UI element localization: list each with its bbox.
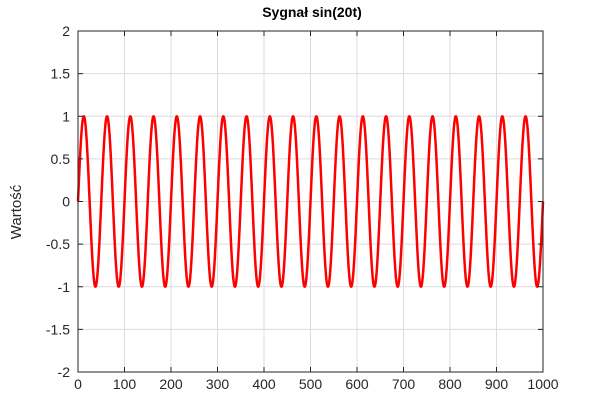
y-axis-label: Wartość (8, 184, 25, 239)
y-tick-label: -2 (58, 364, 71, 380)
x-tick-label: 900 (485, 376, 509, 392)
x-tick-label: 800 (438, 376, 462, 392)
y-tick-label: -1 (58, 279, 71, 295)
y-tick-label: 0 (62, 194, 70, 210)
x-tick-label: 1000 (527, 376, 558, 392)
y-tick-label: -0.5 (46, 236, 70, 252)
x-tick-label: 700 (392, 376, 416, 392)
y-tick-label: 2 (62, 23, 70, 39)
y-tick-label: 1 (62, 108, 70, 124)
x-tick-label: 0 (74, 376, 82, 392)
ticks: 0 100 200 300 400 500 600 700 800 900 1000 2 1.5 1 0.5… (46, 23, 559, 392)
x-tick-label: 200 (159, 376, 183, 392)
series-line (76, 115, 545, 288)
x-tick-label: 500 (299, 376, 323, 392)
y-tick-label: -1.5 (46, 321, 70, 337)
y-tick-label: 0.5 (51, 151, 71, 167)
y-tick-label: 1.5 (51, 66, 71, 82)
x-tick-label: 600 (345, 376, 369, 392)
x-tick-label: 300 (206, 376, 230, 392)
chart-title: Sygnał sin(20t) (262, 4, 362, 20)
x-tick-label: 400 (252, 376, 276, 392)
series-layer (76, 115, 545, 288)
x-tick-label: 100 (113, 376, 137, 392)
